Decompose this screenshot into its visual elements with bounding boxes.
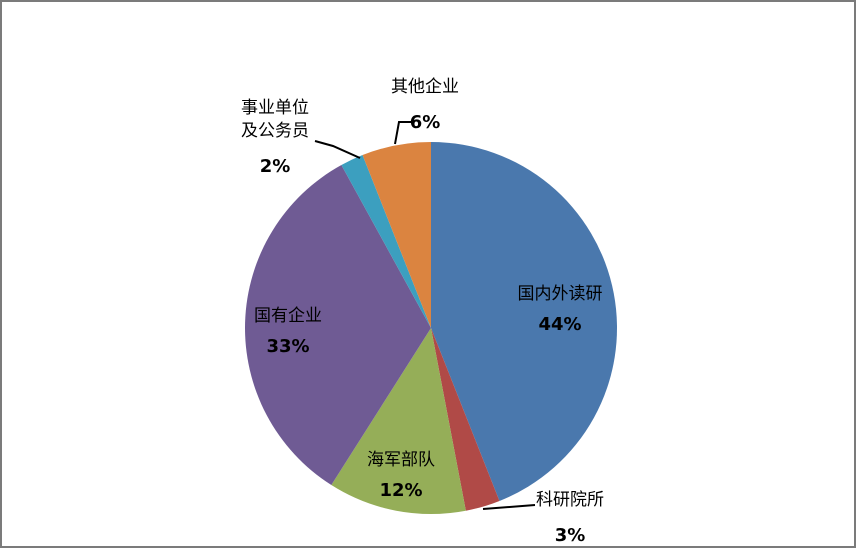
slice-label-state-owned-enterprises: 国有企业 33% [218,305,358,359]
pie-slice-1 [431,328,500,511]
slice-label-other-companies: 其他企业 6% [355,76,495,135]
leader-line-other-companies [394,121,412,145]
slice-percent-text: 3% [554,524,586,546]
slice-label-graduate-study: 国内外读研 44% [480,283,640,337]
pie-slice-2 [331,328,466,515]
slice-label-navy: 海军部队 12% [331,449,471,503]
slice-percent-text: 12% [379,479,423,501]
slice-label-text: 事业单位及公务员 [241,98,309,141]
slice-label-text: 国有企业 [254,306,322,326]
pie-slice-0 [431,142,618,501]
slice-percent-text: 2% [259,155,291,177]
slice-label-text: 其他企业 [391,77,459,97]
slice-label-text: 海军部队 [367,450,435,470]
leader-line-research-institutes [482,504,536,510]
slice-percent-text: 44% [538,313,582,335]
slice-label-text: 国内外读研 [517,284,603,304]
slice-percent-text: 33% [266,335,310,357]
pie-slice-5 [362,142,431,328]
leader-line-public-institutions [314,140,361,159]
pie-slices [245,142,618,515]
pie-slice-4 [341,155,431,328]
slice-percent-text: 6% [409,111,441,133]
pie-slice-3 [245,165,431,486]
slice-label-research-institutes: 科研院所 3% [500,489,640,546]
slice-label-public-institutions-civil-servants: 事业单位及公务员 2% [205,97,345,179]
slice-label-text: 科研院所 [536,490,604,510]
